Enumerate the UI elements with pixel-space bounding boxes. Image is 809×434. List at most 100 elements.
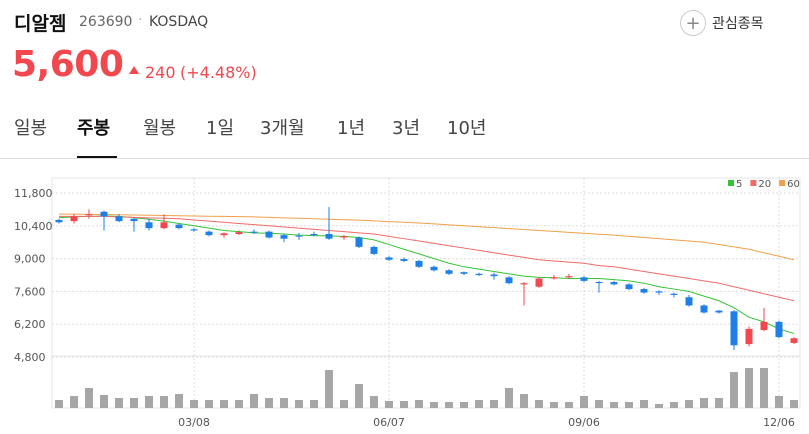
period-tab[interactable]: 일봉 <box>14 118 48 139</box>
volume-bar <box>310 400 318 408</box>
period-tab[interactable]: 10년 <box>447 118 487 139</box>
volume-bar <box>280 398 288 408</box>
volume-bar <box>490 400 498 408</box>
volume-bar <box>790 400 798 408</box>
candle-body <box>190 229 198 231</box>
volume-bar <box>445 402 453 408</box>
volume-bar <box>205 400 213 408</box>
volume-bar <box>415 400 423 408</box>
volume-bar <box>580 396 588 408</box>
x-tick-label: 06/07 <box>373 416 405 429</box>
volume-bar <box>325 370 333 408</box>
period-tab[interactable]: 3년 <box>392 118 421 139</box>
volume-bar <box>565 402 573 408</box>
period-tab[interactable]: 3개월 <box>260 118 305 139</box>
volume-bar <box>715 398 723 408</box>
volume-bar <box>220 400 228 408</box>
candle-body <box>475 273 483 275</box>
volume-bar <box>235 400 243 408</box>
volume-bar <box>130 398 138 408</box>
candle-body <box>370 246 378 254</box>
candle-body <box>595 282 603 284</box>
period-tab[interactable]: 1일 <box>206 118 235 139</box>
candle-body <box>400 259 408 261</box>
candle-body <box>655 291 663 293</box>
volume-bar <box>70 396 78 408</box>
period-tab[interactable]: 주봉 <box>77 118 111 139</box>
candle-body <box>460 272 468 274</box>
x-tick-label: 12/06 <box>763 416 795 429</box>
volume-bar <box>745 368 753 408</box>
candle-body <box>505 277 513 284</box>
plot-frame <box>51 177 801 409</box>
candle-body <box>760 321 768 331</box>
candle-body <box>355 237 363 247</box>
volume-bar <box>160 396 168 408</box>
period-tab[interactable]: 월봉 <box>143 118 177 139</box>
candle-body <box>310 234 318 236</box>
moving-average-line <box>59 215 795 302</box>
volume-bar <box>145 396 153 408</box>
candle-body <box>385 257 393 260</box>
volume-bar <box>370 396 378 408</box>
volume-bar <box>430 402 438 408</box>
volume-bar <box>520 394 528 408</box>
x-tick-label: 03/08 <box>178 416 210 429</box>
candle-body <box>265 231 273 238</box>
y-tick-label: 7,600 <box>14 285 46 298</box>
volume-bar <box>175 394 183 408</box>
legend-swatch <box>750 180 757 186</box>
candle-body <box>100 211 108 217</box>
candle-body <box>700 305 708 313</box>
y-tick-label: 10,400 <box>14 220 53 233</box>
candle-body <box>730 311 738 346</box>
y-tick-label: 11,800 <box>14 187 53 200</box>
legend-label: 5 <box>736 179 742 190</box>
stock-name: 디알젬 <box>14 13 67 35</box>
volume-bar <box>340 400 348 408</box>
volume-bar <box>535 400 543 408</box>
candle-body <box>295 235 303 237</box>
candle-body <box>175 224 183 229</box>
candle-body <box>790 338 798 343</box>
tab-underline <box>77 156 117 158</box>
separator: · <box>138 12 143 28</box>
volume-bar <box>505 388 513 408</box>
volume-bar <box>625 402 633 408</box>
volume-bar <box>295 400 303 408</box>
candle-body <box>280 235 288 239</box>
candle-body <box>445 270 453 274</box>
volume-bar <box>775 396 783 408</box>
volume-bar <box>670 402 678 408</box>
candle-body <box>70 216 78 222</box>
candle-body <box>250 231 258 233</box>
candle-body <box>520 283 528 285</box>
volume-bar <box>190 400 198 408</box>
candle-body <box>565 276 573 278</box>
volume-bar <box>550 402 558 408</box>
x-tick-label: 09/06 <box>568 416 600 429</box>
candle-body <box>640 289 648 293</box>
volume-bar <box>400 401 408 408</box>
candle-body <box>685 297 693 306</box>
candle-body <box>580 277 588 281</box>
volume-bar <box>265 398 273 408</box>
candle-body <box>325 234 333 239</box>
candle-body <box>205 231 213 236</box>
volume-bar <box>640 400 648 408</box>
period-tab[interactable]: 1년 <box>337 118 366 139</box>
candle-body <box>115 216 123 222</box>
favorite-button[interactable]: + 관심종목 <box>680 9 764 37</box>
candle-body <box>490 274 498 277</box>
candle-body <box>550 277 558 279</box>
volume-bar <box>655 404 663 408</box>
price: 5,600 <box>12 44 124 85</box>
candle-body <box>160 222 168 229</box>
candle-body <box>715 310 723 313</box>
legend-swatch <box>728 180 734 186</box>
candle-body <box>415 260 423 267</box>
plus-icon: + <box>680 10 706 36</box>
volume-bar <box>475 400 483 408</box>
volume-bar <box>595 400 603 408</box>
volume-bar <box>355 384 363 408</box>
